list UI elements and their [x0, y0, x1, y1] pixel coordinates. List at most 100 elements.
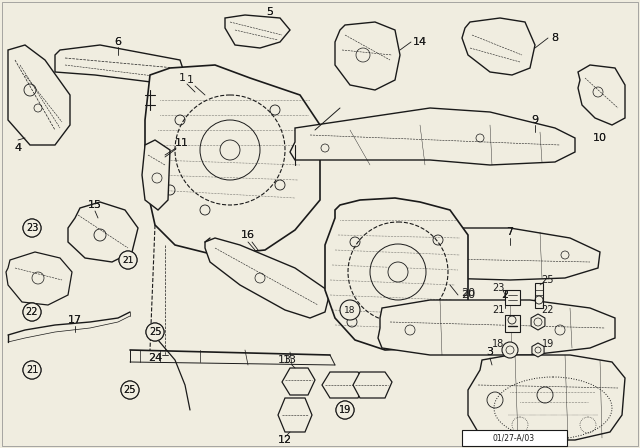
- Text: 3: 3: [486, 347, 493, 357]
- Text: 6: 6: [115, 37, 122, 47]
- Text: 7: 7: [506, 227, 513, 237]
- Polygon shape: [6, 252, 72, 305]
- Circle shape: [502, 342, 518, 358]
- Circle shape: [23, 303, 41, 321]
- Polygon shape: [505, 315, 520, 332]
- Text: 13: 13: [278, 355, 292, 365]
- Text: 19: 19: [542, 339, 554, 349]
- Polygon shape: [205, 238, 330, 318]
- Polygon shape: [353, 372, 392, 398]
- Text: 10: 10: [593, 133, 607, 143]
- Circle shape: [23, 361, 41, 379]
- Text: 21: 21: [122, 255, 134, 264]
- Text: 25: 25: [541, 275, 554, 285]
- Text: 2: 2: [501, 290, 509, 300]
- Circle shape: [23, 361, 41, 379]
- Polygon shape: [468, 355, 625, 440]
- Text: 12: 12: [278, 435, 292, 445]
- Text: 18: 18: [344, 306, 356, 314]
- Polygon shape: [142, 140, 170, 210]
- Text: 21: 21: [26, 365, 38, 375]
- Text: 22: 22: [541, 305, 554, 315]
- Circle shape: [23, 303, 41, 321]
- Text: 22: 22: [26, 307, 38, 317]
- Circle shape: [146, 323, 164, 341]
- Text: 24: 24: [148, 353, 162, 363]
- Circle shape: [220, 140, 240, 160]
- Circle shape: [340, 300, 360, 320]
- Polygon shape: [322, 372, 365, 398]
- Text: 01/27-A/03: 01/27-A/03: [493, 434, 535, 443]
- Text: 17: 17: [68, 315, 82, 325]
- Text: 23: 23: [26, 223, 38, 233]
- Circle shape: [121, 381, 139, 399]
- Circle shape: [336, 401, 354, 419]
- Text: 20: 20: [461, 288, 475, 298]
- Text: 8: 8: [552, 33, 559, 43]
- Text: 21: 21: [122, 255, 134, 264]
- Text: 8: 8: [552, 33, 559, 43]
- Text: 6: 6: [115, 37, 122, 47]
- Text: 12: 12: [278, 435, 292, 445]
- Text: 22: 22: [26, 307, 38, 317]
- Text: 9: 9: [531, 115, 539, 125]
- Circle shape: [23, 219, 41, 237]
- Text: 20: 20: [461, 290, 475, 300]
- Text: 19: 19: [339, 405, 351, 415]
- Polygon shape: [8, 45, 70, 145]
- Text: 14: 14: [413, 37, 427, 47]
- Text: 14: 14: [413, 37, 427, 47]
- Polygon shape: [282, 368, 315, 395]
- Text: 16: 16: [241, 230, 255, 240]
- Polygon shape: [505, 290, 520, 305]
- Text: 15: 15: [88, 200, 102, 210]
- Text: 21: 21: [492, 305, 504, 315]
- Polygon shape: [68, 202, 138, 262]
- Text: 4: 4: [15, 143, 22, 153]
- Text: 13: 13: [283, 355, 297, 365]
- Circle shape: [121, 381, 139, 399]
- Text: 1: 1: [186, 75, 193, 85]
- Text: 19: 19: [339, 405, 351, 415]
- Circle shape: [146, 323, 164, 341]
- Text: 5: 5: [266, 7, 273, 17]
- Text: 25: 25: [148, 327, 161, 337]
- Polygon shape: [531, 314, 545, 330]
- Text: 25: 25: [148, 327, 161, 337]
- Text: 16: 16: [241, 230, 255, 240]
- Polygon shape: [578, 65, 625, 125]
- Text: 9: 9: [531, 115, 539, 125]
- Text: 18: 18: [492, 339, 504, 349]
- Text: 5: 5: [266, 7, 273, 17]
- Text: 10: 10: [593, 133, 607, 143]
- Polygon shape: [390, 228, 600, 280]
- Text: 11: 11: [175, 138, 189, 148]
- Text: 21: 21: [26, 365, 38, 375]
- Polygon shape: [532, 343, 544, 357]
- Polygon shape: [535, 283, 543, 308]
- Circle shape: [388, 262, 408, 282]
- Text: 23: 23: [26, 223, 38, 233]
- Circle shape: [119, 251, 137, 269]
- Polygon shape: [225, 15, 290, 48]
- Polygon shape: [145, 65, 320, 255]
- Text: 2: 2: [501, 290, 509, 300]
- Text: 1: 1: [179, 73, 186, 83]
- Circle shape: [119, 251, 137, 269]
- Polygon shape: [335, 22, 400, 90]
- Text: 25: 25: [124, 385, 136, 395]
- Text: 23: 23: [492, 283, 504, 293]
- Polygon shape: [55, 45, 185, 85]
- Polygon shape: [378, 300, 615, 355]
- Text: 15: 15: [88, 200, 102, 210]
- Text: 3: 3: [486, 347, 493, 357]
- Bar: [462, 430, 567, 446]
- Text: 17: 17: [68, 315, 82, 325]
- Text: 4: 4: [15, 143, 22, 153]
- Polygon shape: [325, 198, 468, 350]
- Text: 7: 7: [506, 227, 513, 237]
- Text: 11: 11: [175, 138, 189, 148]
- Polygon shape: [278, 398, 312, 432]
- Text: 24: 24: [148, 353, 162, 363]
- Circle shape: [23, 219, 41, 237]
